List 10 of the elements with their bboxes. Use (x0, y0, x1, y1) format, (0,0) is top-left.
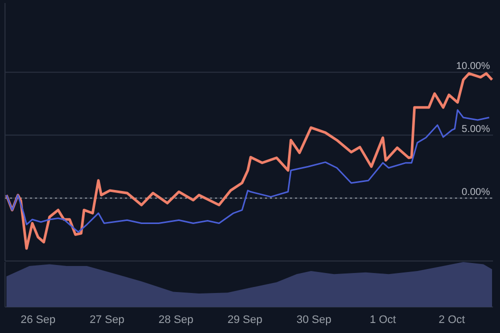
y-tick-label: 0.00% (462, 187, 490, 198)
x-tick-label: 29 Sep (227, 314, 262, 326)
x-tick-label: 27 Sep (90, 314, 124, 326)
x-tick-label: 26 Sep (20, 314, 56, 326)
y-tick-label: 10.00% (456, 61, 490, 72)
y-tick-label: 5.00% (462, 124, 490, 136)
x-tick-label: 2 Oct (438, 314, 465, 326)
x-tick-label: 28 Sep (158, 314, 194, 326)
x-tick-label: 1 Oct (370, 314, 396, 326)
x-tick-label: 30 Sep (296, 314, 332, 326)
